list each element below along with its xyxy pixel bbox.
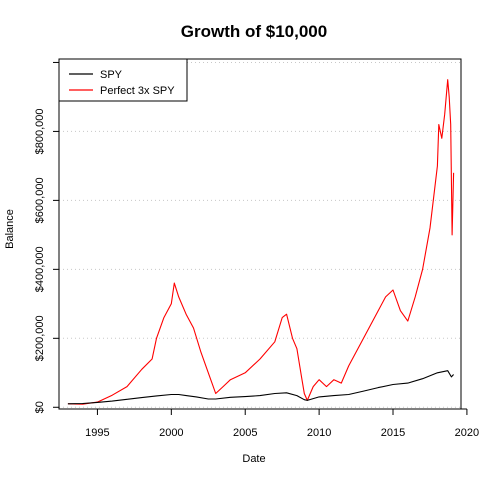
x-tick-label-2: 2005	[233, 427, 257, 439]
legend: SPY Perfect 3x SPY	[58, 58, 188, 102]
series-line-0	[67, 370, 455, 405]
y-tick-label-3: $600,000	[34, 177, 46, 223]
x-tick-label-4: 2015	[381, 427, 405, 439]
legend-box	[58, 58, 188, 102]
x-axis-label: Date	[242, 453, 265, 465]
chart-title: Growth of $10,000	[181, 22, 327, 41]
y-tick-label-1: $200,000	[34, 315, 46, 361]
y-tick-label-0: $0	[34, 401, 46, 413]
x-tick-label-0: 1995	[85, 427, 109, 439]
x-tick-label-1: 2000	[159, 427, 183, 439]
y-axis-label: Balance	[4, 209, 16, 249]
legend-label-1: Perfect 3x SPY	[100, 85, 175, 97]
legend-label-0: SPY	[100, 69, 123, 81]
y-axis: $0 $200,000 $400,000 $600,000 $800,000	[34, 61, 59, 413]
series-line-1	[67, 79, 455, 405]
y-tick-label-4: $800,000	[34, 108, 46, 154]
series-lines	[67, 79, 455, 405]
x-axis: 1995 2000 2005 2010 2015 2020	[85, 408, 479, 439]
y-tick-label-2: $400,000	[34, 246, 46, 292]
plot-frame	[58, 58, 462, 410]
x-tick-label-3: 2010	[307, 427, 331, 439]
x-tick-label-5: 2020	[455, 427, 479, 439]
grid	[59, 61, 461, 408]
